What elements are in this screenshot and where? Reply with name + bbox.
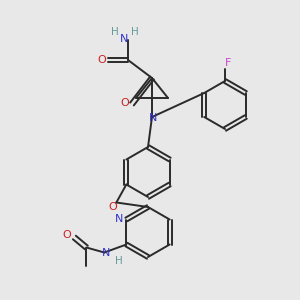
Text: O: O [98, 55, 106, 65]
Text: N: N [115, 214, 124, 224]
Text: N: N [149, 113, 157, 123]
Text: N: N [102, 248, 110, 259]
Text: O: O [62, 230, 71, 239]
Text: N: N [120, 34, 128, 44]
Text: F: F [225, 58, 231, 68]
Text: H: H [111, 27, 119, 37]
Text: H: H [131, 27, 139, 37]
Text: H: H [116, 256, 123, 266]
Text: O: O [121, 98, 129, 108]
Text: O: O [108, 202, 117, 212]
